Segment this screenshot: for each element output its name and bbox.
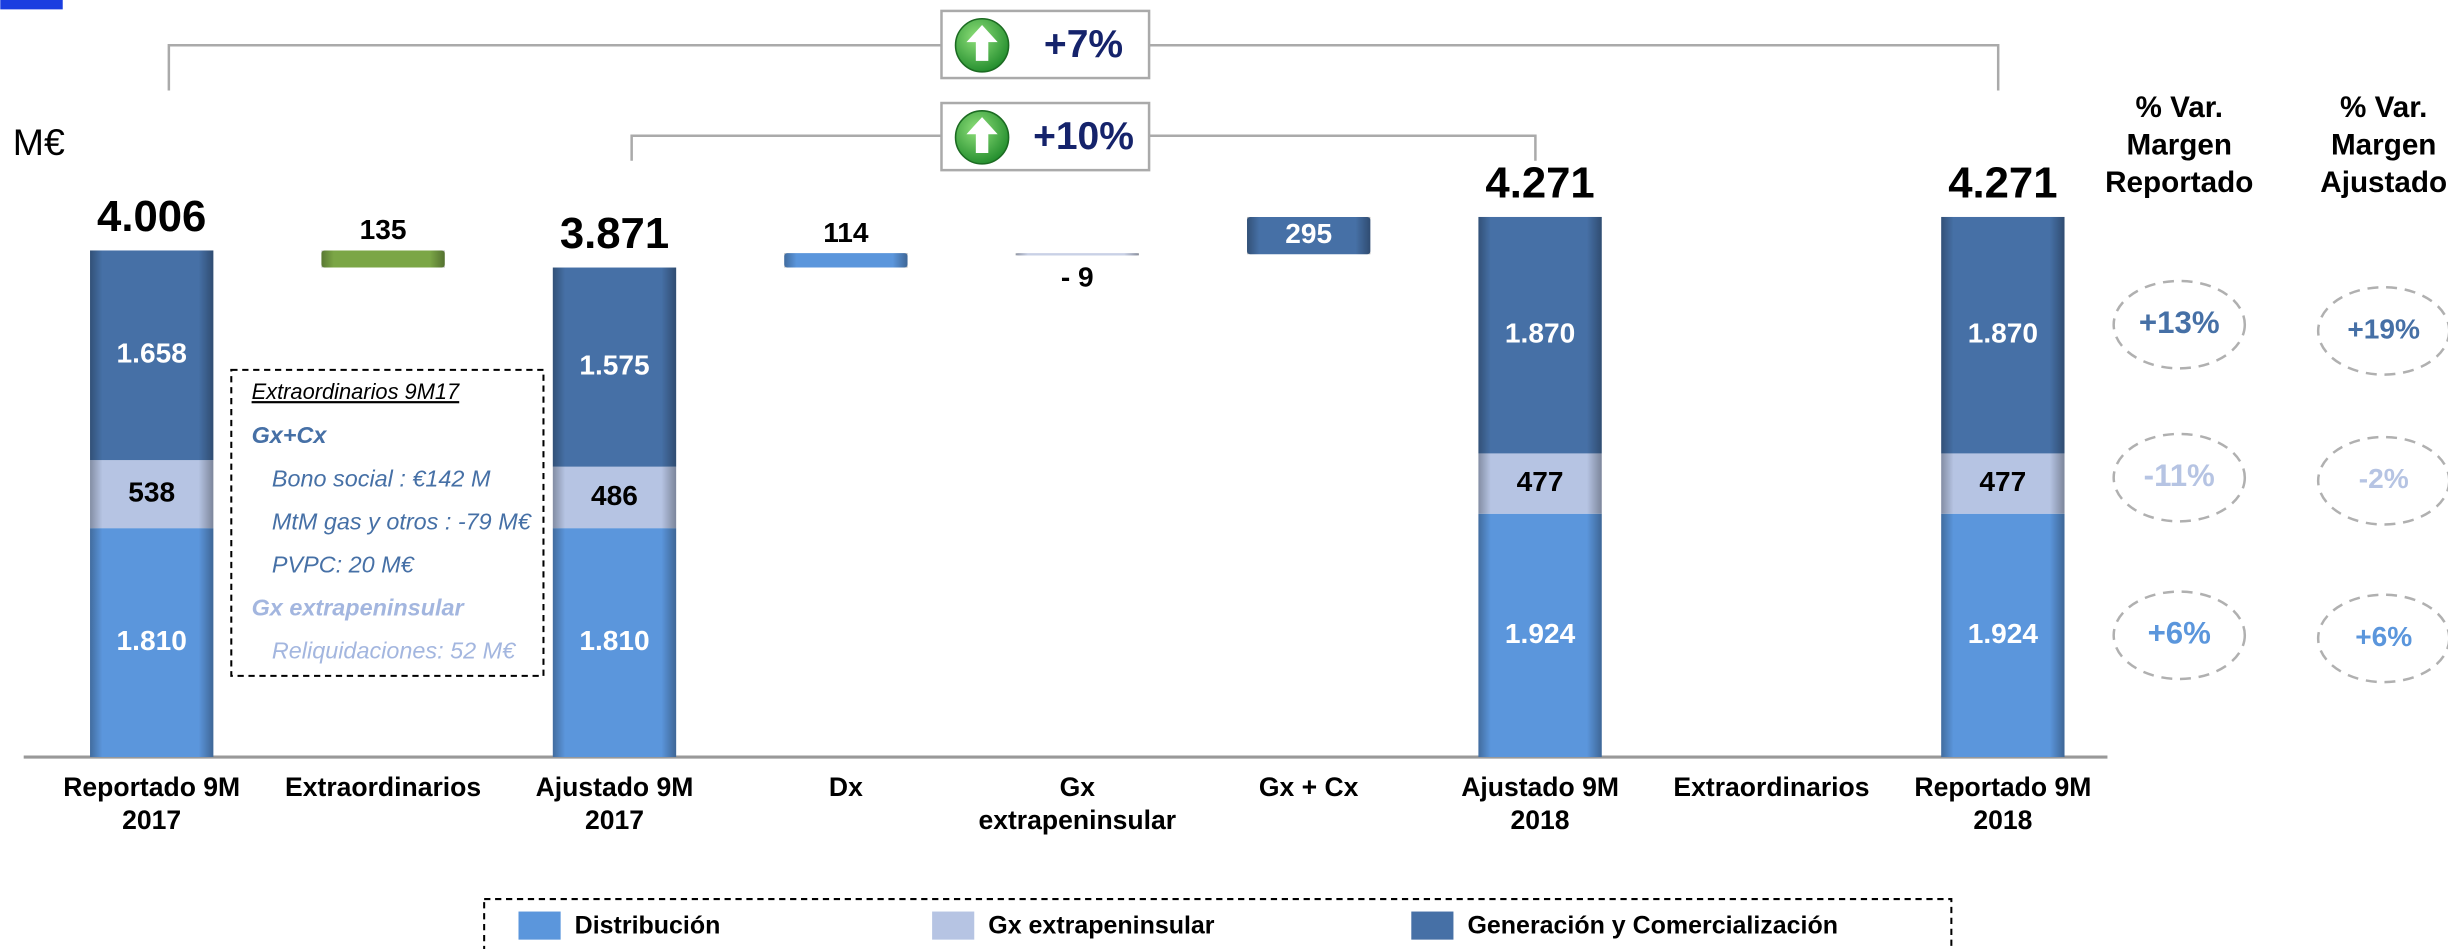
segment-label: 1.870: [1505, 318, 1575, 349]
variation-label: +13%: [2139, 305, 2220, 340]
x-tick-label: Extraordinarios: [285, 772, 482, 803]
x-tick-label-box: Ajustado 9M 2017: [535, 772, 694, 836]
total-label: 4.006: [97, 192, 206, 241]
legend-box: [483, 898, 1953, 949]
x-tick-label-box: Extraordinarios: [285, 772, 482, 803]
bar-shade: [1941, 453, 2065, 514]
bar-shade: [1478, 453, 1602, 514]
variation-label: -2%: [2359, 463, 2409, 494]
segment-label: 1.575: [579, 350, 649, 381]
legend-swatch: [1411, 911, 1454, 940]
x-tick-label-box: Gx + Cx: [1258, 772, 1359, 803]
bar-shade: [90, 250, 214, 461]
bar-shade: [90, 528, 214, 758]
note-group: Gx+Cx: [252, 422, 328, 448]
variation-ring: [2316, 285, 2448, 376]
delta-label: 135: [360, 214, 407, 245]
x-tick-label-box: Reportado 9M 2017: [63, 772, 241, 836]
x-tick-label-box: Reportado 9M 2018: [1914, 772, 2092, 836]
corner-mark: [0, 0, 63, 10]
up-arrow: [966, 24, 998, 61]
x-tick-label: Gx + Cx: [1258, 772, 1359, 803]
bar-shade: [1478, 216, 1602, 454]
note-item: PVPC: 20 M€: [272, 551, 416, 577]
legend-label: Generación y Comercialización: [1467, 912, 1838, 940]
bar-shade: [784, 253, 908, 268]
variation-label: +6%: [2148, 616, 2211, 651]
total-label: 3.871: [560, 209, 669, 258]
note-group: Gx extrapeninsular: [252, 595, 466, 621]
legend-label: Distribución: [575, 912, 721, 940]
bar-shade: [552, 528, 677, 758]
bar-shade: [1015, 253, 1139, 256]
bar-shade: [552, 267, 677, 467]
x-tick-label: Ajustado 9M 2018: [1461, 772, 1619, 836]
brackets: +7% +10%: [167, 9, 2000, 172]
bar-shade: [90, 460, 214, 529]
legend-swatch: [518, 911, 561, 940]
x-tick-label: Ajustado 9M 2017: [535, 772, 694, 836]
bar-shade: [552, 466, 677, 529]
segment-label: 1.810: [117, 625, 187, 656]
segment-label: 538: [128, 477, 175, 508]
variation-title-box: % Var. Margen Ajustado: [2320, 92, 2448, 200]
legend-label: Gx extrapeninsular: [988, 912, 1214, 940]
x-tick-label: Reportado 9M 2018: [1914, 772, 2092, 836]
variation-ring: [2316, 593, 2448, 684]
bar-shade: [321, 250, 445, 268]
up-arrow: [966, 117, 998, 153]
bar-shade: [1247, 216, 1371, 255]
delta-label: 295: [1285, 218, 1332, 249]
change-label: +7%: [1044, 23, 1123, 66]
change-label: +10%: [1033, 115, 1134, 158]
x-tick-label: Extraordinarios: [1673, 772, 1870, 803]
x-tick-label-box: Ajustado 9M 2018: [1461, 772, 1619, 836]
variation-ring: [2316, 435, 2448, 526]
delta-label: 114: [823, 217, 869, 248]
segment-label: 1.924: [1505, 618, 1576, 649]
variation-title: % Var. Margen Reportado: [2105, 92, 2254, 200]
delta-label: - 9: [1061, 262, 1094, 293]
x-tick-label: Reportado 9M 2017: [63, 772, 241, 836]
x-tick-label-box: Dx: [828, 772, 863, 803]
variation-title: % Var. Margen Ajustado: [2320, 92, 2448, 200]
note-item: Reliquidaciones: 52 M€: [272, 638, 517, 664]
note-box: [230, 368, 545, 677]
variation-ring: [2112, 432, 2247, 523]
bar-shade: [1941, 513, 2065, 758]
total-label: 4.271: [1948, 158, 2057, 207]
variation-label: +6%: [2355, 621, 2412, 652]
note-title: Extraordinarios 9M17: [252, 379, 460, 404]
segment-label: 1.870: [1968, 318, 2038, 349]
segment-label: 1.924: [1968, 618, 2039, 649]
variation-ring: [2112, 590, 2247, 681]
x-tick-label: Gx extrapeninsular: [978, 772, 1177, 836]
note-item: MtM gas y otros : -79 M€: [272, 508, 533, 534]
bar-shade: [1941, 216, 2065, 454]
x-tick-label-box: Extraordinarios: [1673, 772, 1870, 803]
segment-label: 477: [1517, 466, 1564, 497]
variation-title-box: % Var. Margen Reportado: [2105, 92, 2254, 200]
segment-label: 486: [591, 480, 638, 511]
variation-label: +19%: [2347, 313, 2420, 344]
total-label: 4.271: [1485, 158, 1594, 207]
y-label: M€: [13, 121, 65, 163]
segment-label: 1.810: [579, 625, 649, 656]
variation-ring: [2112, 279, 2247, 370]
bar-shade: [1478, 513, 1602, 758]
note-item: Bono social : €142 M: [272, 465, 491, 491]
segment-label: 477: [1979, 466, 2026, 497]
x-tick-label-box: Gx extrapeninsular: [978, 772, 1177, 836]
legend-swatch: [932, 911, 975, 940]
variation-label: -11%: [2144, 458, 2215, 493]
segment-label: 1.658: [117, 338, 187, 369]
x-tick-label: Dx: [828, 772, 863, 803]
